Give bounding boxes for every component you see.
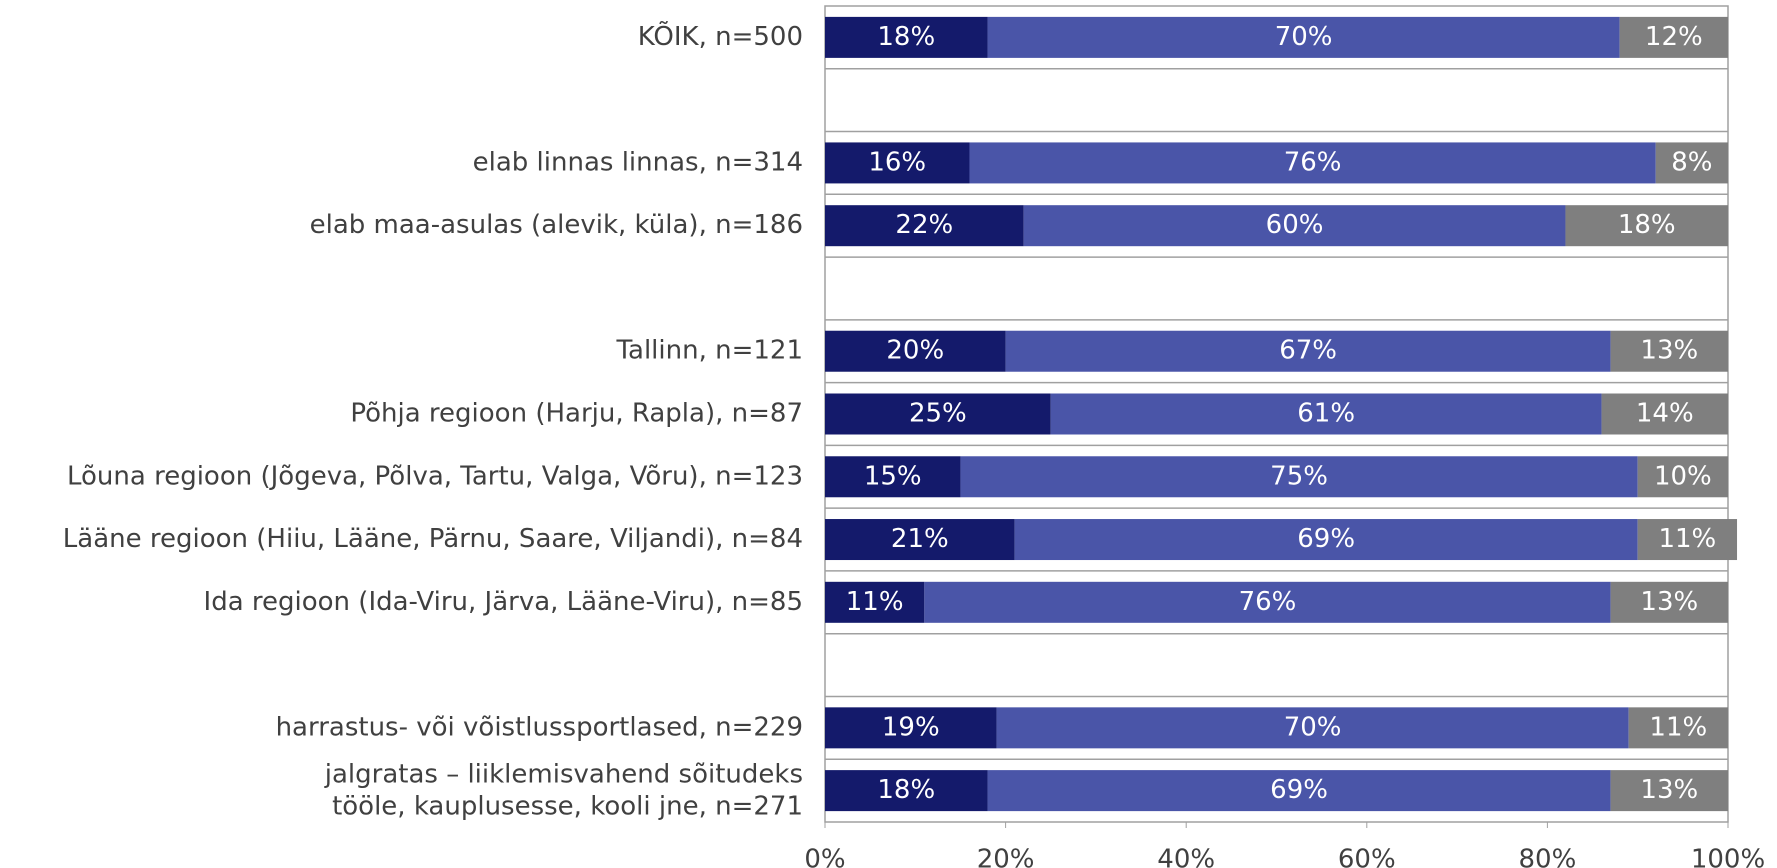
value-label: 75%	[1270, 461, 1328, 491]
value-label: 69%	[1270, 775, 1328, 805]
bar-segment	[1610, 330, 1728, 372]
bar-segment	[825, 456, 961, 498]
value-label: 60%	[1266, 210, 1324, 240]
bar-segment	[825, 142, 970, 184]
bar-segment	[1628, 707, 1728, 749]
value-label: 76%	[1239, 587, 1297, 617]
bar-segment	[996, 707, 1629, 749]
value-label: 25%	[909, 399, 967, 429]
bar-segment	[924, 581, 1611, 623]
bar-segment	[960, 456, 1638, 498]
bar-segment	[1014, 519, 1638, 561]
category-label: KÕIK, n=500	[638, 20, 803, 52]
value-label: 69%	[1297, 524, 1355, 554]
bar-segment	[825, 330, 1006, 372]
value-label: 8%	[1671, 147, 1712, 177]
x-tick-label: 60%	[1338, 845, 1396, 868]
x-tick-label: 40%	[1157, 845, 1215, 868]
value-label: 18%	[877, 22, 935, 52]
bar-segment	[825, 770, 988, 812]
value-label: 21%	[891, 524, 949, 554]
category-label: Lääne regioon (Hiiu, Lääne, Pärnu, Saare…	[63, 524, 803, 554]
value-label: 16%	[868, 147, 926, 177]
bar-segment	[1023, 205, 1566, 247]
category-label-line: tööle, kauplusesse, kooli jne, n=271	[332, 791, 803, 821]
bar-segment	[987, 770, 1611, 812]
category-label: Põhja regioon (Harju, Rapla), n=87	[350, 399, 803, 429]
bar-segment	[1610, 770, 1728, 812]
x-tick-label: 0%	[804, 845, 845, 868]
category-label-line: jalgratas – liiklemisvahend sõitudeks	[324, 759, 803, 789]
bar-segment	[1655, 142, 1728, 184]
bar-segment	[1005, 330, 1611, 372]
value-label: 11%	[1649, 712, 1707, 742]
bar-segment	[825, 16, 988, 58]
bar-segment	[969, 142, 1656, 184]
bar-segment	[1619, 16, 1728, 58]
x-tick-label: 100%	[1691, 845, 1765, 868]
value-label: 20%	[886, 336, 944, 366]
value-label: 13%	[1640, 587, 1698, 617]
value-label: 12%	[1645, 22, 1703, 52]
value-label: 70%	[1284, 712, 1342, 742]
value-label: 19%	[882, 712, 940, 742]
value-label: 11%	[1658, 524, 1716, 554]
category-label: Lõuna regioon (Jõgeva, Põlva, Tartu, Val…	[67, 461, 803, 491]
bar-segment	[825, 581, 925, 623]
category-label: jalgratas – liiklemisvahend sõitudeks töö…	[324, 759, 803, 821]
bar-segment	[825, 707, 997, 749]
bar-segment	[1637, 456, 1728, 498]
value-label: 15%	[864, 461, 922, 491]
value-label: 61%	[1297, 399, 1355, 429]
bar-segment	[825, 519, 1015, 561]
bar-segment	[1601, 393, 1728, 435]
value-label: 70%	[1275, 22, 1333, 52]
category-label: elab maa-asulas (alevik, küla), n=186	[310, 210, 803, 240]
value-label: 13%	[1640, 336, 1698, 366]
bar-segment	[1050, 393, 1602, 435]
value-label: 67%	[1279, 336, 1337, 366]
bar-segment	[1637, 519, 1738, 561]
value-label: 76%	[1284, 147, 1342, 177]
bar-segment	[825, 205, 1024, 247]
x-tick-label: 80%	[1519, 845, 1577, 868]
value-label: 18%	[1618, 210, 1676, 240]
value-label: 11%	[846, 587, 904, 617]
value-label: 13%	[1640, 775, 1698, 805]
value-label: 22%	[895, 210, 953, 240]
value-label: 10%	[1654, 461, 1712, 491]
bar-segment	[987, 16, 1620, 58]
value-label: 18%	[877, 775, 935, 805]
value-label: 14%	[1636, 399, 1694, 429]
bar-segment	[1565, 205, 1728, 247]
bar-segment	[825, 393, 1051, 435]
category-label: Tallinn, n=121	[615, 336, 803, 366]
category-label: harrastus- või võistlussportlased, n=229	[276, 712, 803, 742]
category-label: elab linnas linnas, n=314	[473, 147, 803, 177]
x-tick-label: 20%	[977, 845, 1035, 868]
bar-segment	[1610, 581, 1728, 623]
category-label: Ida regioon (Ida-Viru, Järva, Lääne-Viru…	[204, 587, 803, 617]
